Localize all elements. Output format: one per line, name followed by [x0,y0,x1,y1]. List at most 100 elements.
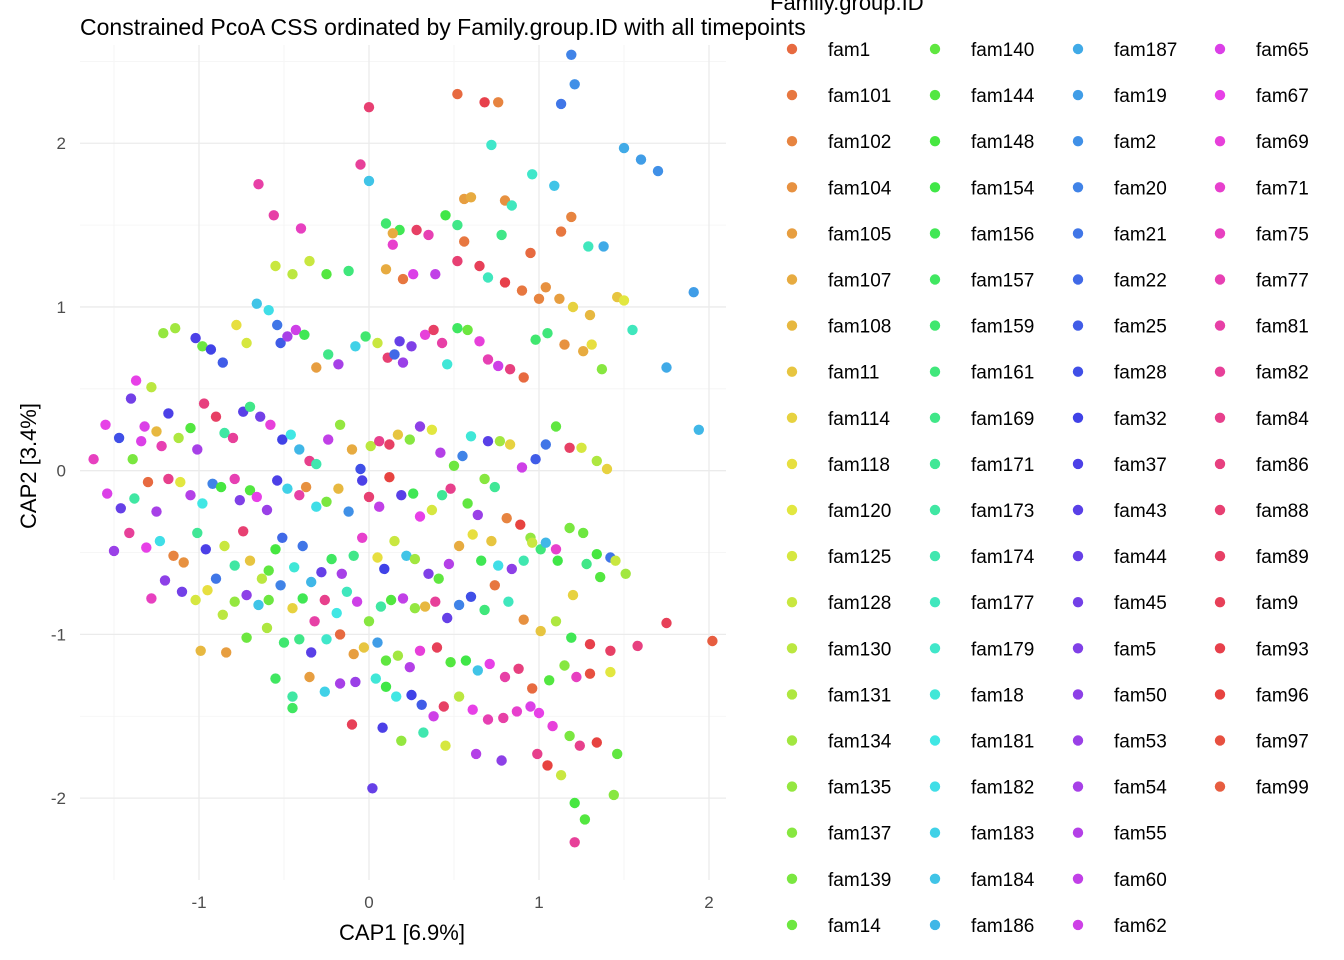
x-tick-label: 2 [704,893,713,912]
legend-label: fam9 [1256,593,1298,614]
legend-label: fam174 [971,547,1035,568]
legend-key [786,274,798,285]
data-point [287,269,298,280]
legend-key [1072,504,1084,516]
data-point [234,495,245,506]
data-point [442,359,453,370]
legend-label: fam154 [971,178,1035,199]
legend-key [786,89,798,101]
data-point [256,573,268,584]
data-point [323,349,334,360]
data-point [459,236,470,247]
data-point [372,637,383,648]
data-point [295,223,307,234]
data-point [525,701,536,712]
data-point [479,97,490,108]
x-tick-label: 1 [534,893,543,912]
data-point [564,522,575,534]
data-point [309,616,320,627]
legend-key [1072,412,1084,423]
data-point [334,629,346,640]
data-point [652,165,664,177]
data-point [151,506,162,517]
data-point [202,585,213,596]
y-tick-label: -2 [51,789,66,808]
data-point [124,527,135,539]
data-point [426,424,438,435]
data-point [404,434,415,445]
data-point [380,264,392,275]
legend-label: fam93 [1256,639,1309,660]
data-point [511,706,523,717]
data-point [661,362,672,373]
data-point [263,565,274,576]
data-point [409,553,421,565]
data-point [217,357,228,368]
data-point [397,357,409,368]
legend-key [1214,735,1226,746]
data-point [304,671,315,683]
data-point [419,601,431,612]
legend-key [929,873,941,884]
legend-key [929,504,941,516]
data-point [215,481,227,493]
data-point [321,269,332,280]
legend-label: fam60 [1114,870,1167,891]
data-point [185,490,196,501]
data-point [504,364,516,375]
data-point [498,712,509,724]
data-point [465,192,477,203]
legend-label: fam22 [1114,271,1167,292]
data-point [448,460,460,471]
data-point [504,439,516,450]
data-point [343,506,354,517]
legend-label: fam54 [1114,778,1167,799]
data-point [350,676,361,688]
data-point [586,339,597,350]
legend-label: fam50 [1114,685,1167,706]
y-tick-label: -1 [51,625,66,644]
data-point [605,666,616,678]
legend-key [929,228,941,239]
data-point [210,573,222,584]
data-point [430,596,441,607]
legend-label: fam181 [971,732,1034,753]
data-point [229,560,240,571]
legend-label: fam187 [1114,40,1177,61]
legend-label: fam173 [971,501,1034,522]
data-point [272,475,283,486]
data-point [333,483,344,494]
legend-label: fam140 [971,40,1034,61]
data-point [253,599,264,611]
data-point [608,789,619,801]
data-point [241,632,252,643]
legend-key [1214,504,1226,516]
legend-key [929,89,941,101]
legend-key [786,228,798,239]
data-point [516,285,528,296]
data-point [108,545,120,557]
legend-label: fam21 [1114,224,1167,245]
data-point [389,349,400,360]
data-point [527,169,538,180]
legend-key [1072,735,1084,746]
data-point [336,568,347,579]
data-point [583,241,594,252]
data-point [571,671,582,683]
data-point [297,593,308,604]
data-point [387,228,398,239]
data-point [363,491,375,503]
data-point [479,473,490,485]
data-point [287,702,298,714]
legend-key [1072,458,1084,470]
data-point [555,226,567,237]
legend-label: fam135 [828,778,891,799]
data-point [518,555,529,566]
data-point [542,328,553,339]
legend-key [786,136,798,147]
data-point [372,337,383,349]
data-point [525,247,536,259]
legend-key [1214,320,1226,331]
data-point [363,102,375,113]
